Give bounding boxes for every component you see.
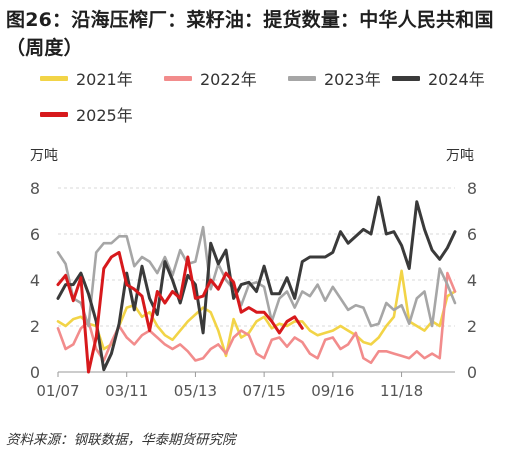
line-chart: 0 0 2 2 4 4 6 6 8 8 01/07 03/11 05/13 07/15 09/16 11/18 — [30, 179, 477, 400]
legend-item-2024: 2024年 — [392, 66, 485, 90]
y-tick-label-left: 4 — [30, 271, 40, 290]
y-unit-right: 万吨 — [446, 148, 474, 164]
chart-legend: 2021年 2022年 2023年 2024年 2025年 — [28, 66, 508, 130]
source-note: 资料来源：钢联数据，华泰期货研究院 — [6, 432, 236, 448]
series-line-2022 — [56, 271, 457, 365]
y-tick-label-left: 0 — [30, 363, 40, 382]
y-tick-label-left: 2 — [30, 317, 40, 336]
y-tick-label-right: 6 — [467, 225, 477, 244]
legend-item-2025: 2025年 — [40, 102, 133, 126]
y-tick-label-right: 2 — [467, 317, 477, 336]
x-tick-label: 09/16 — [311, 382, 354, 400]
series-line-2025 — [56, 250, 304, 374]
y-unit-left: 万吨 — [30, 148, 58, 164]
x-tick-label: 03/11 — [105, 382, 148, 400]
legend-item-2021: 2021年 — [40, 66, 133, 90]
legend-item-2022: 2022年 — [164, 66, 257, 90]
chart-title: 图26：沿海压榨厂：菜籽油：提货数量：中华人民共和国（周度） — [6, 9, 494, 59]
legend-label-2024: 2024年 — [428, 70, 485, 89]
legend-swatch-2024 — [392, 75, 420, 81]
legend-swatch-2023 — [288, 75, 316, 81]
legend-item-2023: 2023年 — [288, 66, 381, 90]
legend-label-2025: 2025年 — [76, 106, 133, 125]
legend-label-2022: 2022年 — [200, 70, 257, 89]
x-tick-label: 01/07 — [36, 382, 79, 400]
legend-label-2021: 2021年 — [76, 70, 133, 89]
x-tick-label: 05/13 — [174, 382, 217, 400]
legend-swatch-2022 — [164, 75, 192, 81]
y-tick-label-right: 4 — [467, 271, 477, 290]
series-line-2023 — [56, 225, 457, 328]
y-tick-label-right: 8 — [467, 179, 477, 198]
x-tick-label: 11/18 — [380, 382, 423, 400]
legend-label-2023: 2023年 — [324, 70, 381, 89]
y-tick-label-left: 6 — [30, 225, 40, 244]
y-tick-label-left: 8 — [30, 179, 40, 198]
series-line-2021 — [56, 269, 457, 358]
y-tick-label-right: 0 — [467, 363, 477, 382]
legend-swatch-2021 — [40, 75, 68, 81]
series-line-2024 — [56, 195, 457, 372]
legend-swatch-2025 — [40, 111, 68, 117]
x-tick-label: 07/15 — [243, 382, 286, 400]
